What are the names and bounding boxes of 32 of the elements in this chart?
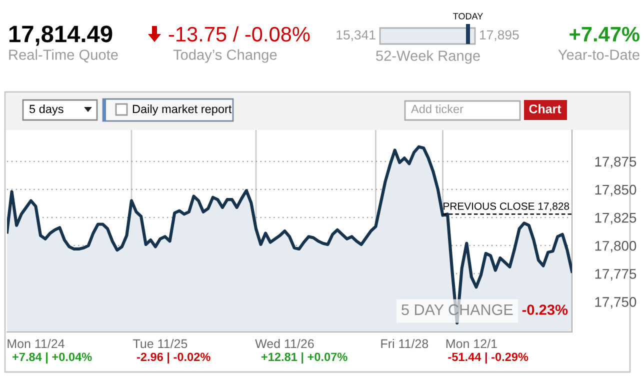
text: 52-Week Range: [376, 50, 480, 64]
y-tick-label: 17,800: [595, 240, 636, 252]
y-tick-label: 17,775: [595, 269, 636, 280]
text: 17,814.49: [9, 26, 112, 46]
y-tick-label: 17,750: [595, 297, 636, 309]
text: Today’s Change: [173, 49, 277, 63]
y-tick-label: 17,825: [595, 212, 636, 224]
text: Add ticker: [411, 104, 464, 114]
x-tick-label: Fri 11/28: [381, 338, 428, 348]
annotation: -0.23%: [522, 304, 568, 315]
text: +7.47%: [570, 26, 640, 42]
text: 5 days: [29, 104, 64, 116]
text: Daily market report: [132, 104, 232, 116]
x-tick-label: Tue 11/25: [133, 338, 188, 348]
text: Year-to-Date: [558, 50, 640, 60]
x-tick-label: Mon 12/1: [446, 338, 497, 348]
annotation: 5 DAY CHANGE: [402, 304, 513, 316]
x-tick-label: Mon 11/24: [8, 338, 64, 348]
text: Chart: [529, 104, 562, 114]
text: Real-Time Quote: [9, 49, 118, 63]
text: 17,895: [480, 30, 519, 42]
text: +12.81 | +0.07%: [261, 352, 348, 364]
text: -13.75 / -0.08%: [168, 26, 310, 42]
text: TODAY: [453, 13, 483, 20]
text: -51.44 | -0.29%: [448, 352, 528, 364]
y-tick-label: 17,850: [595, 184, 636, 196]
text: 15,341: [336, 30, 376, 42]
x-tick-label: Wed 11/26: [255, 338, 314, 348]
ref-line-label: PREVIOUS CLOSE 17,828: [444, 202, 570, 212]
text: -2.96 | -0.02%: [136, 352, 210, 364]
y-tick-label: 17,875: [595, 156, 636, 168]
text: +7.84 | +0.04%: [12, 352, 92, 364]
